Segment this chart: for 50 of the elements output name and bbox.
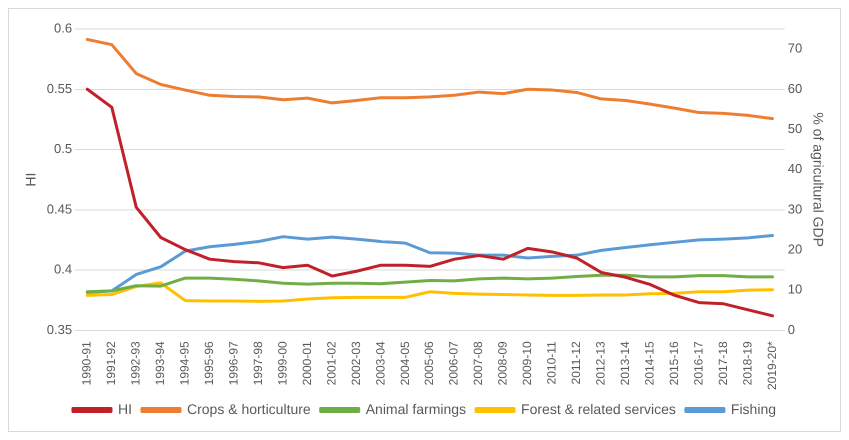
x-tick-label: 2011-12 — [569, 340, 584, 384]
x-tick-label: 1993-94 — [153, 340, 168, 386]
y-tick-label: 0.55 — [46, 80, 72, 96]
legend-label: HI — [118, 400, 132, 417]
y2-tick-label: 10 — [788, 282, 802, 297]
x-tick-label: 2003-04 — [373, 340, 388, 386]
x-tick-label: 1997-98 — [250, 340, 265, 386]
x-tick-label: 2004-05 — [398, 340, 412, 386]
x-tick-label: 2008-09 — [496, 340, 510, 386]
legend-label: Forest & related services — [521, 400, 676, 417]
y2-axis-title: % of agricultural GDP — [810, 112, 827, 247]
x-tick-label: 2017-18 — [716, 340, 730, 386]
y-axis-title: HI — [22, 172, 38, 187]
y-tick-label: 0.4 — [54, 262, 72, 277]
x-tick-label: 2010-11 — [544, 340, 559, 384]
y-tick-label: 0.45 — [46, 201, 72, 216]
legend-label: Animal farmings — [366, 400, 466, 417]
legend-label: Fishing — [730, 400, 776, 417]
y2-tick-label: 60 — [788, 80, 802, 96]
y2-tick-label: 0 — [788, 322, 795, 337]
x-tick-label: 2016-17 — [691, 340, 706, 386]
x-tick-label: 2009-10 — [520, 340, 534, 386]
x-tick-label: 2006-07 — [446, 340, 461, 386]
x-tick-label: 2018-19 — [740, 340, 754, 386]
legend-label: Crops & horticulture — [186, 400, 311, 417]
y2-tick-label: 70 — [788, 40, 802, 56]
x-tick-label: 2000-01 — [300, 340, 314, 386]
y2-tick-label: 30 — [788, 201, 802, 216]
x-tick-label: 2019-20* — [764, 340, 779, 390]
x-tick-label: 1991-92 — [104, 340, 118, 386]
x-tick-label: 2001-02 — [324, 340, 338, 386]
y-tick-label: 0.5 — [54, 141, 72, 156]
x-tick-label: 2005-06 — [422, 340, 436, 386]
x-tick-label: 1996-97 — [226, 340, 240, 386]
x-tick-label: 2014-15 — [642, 340, 656, 386]
x-tick-label: 2002-03 — [348, 340, 363, 386]
x-tick-label: 1992-93 — [128, 340, 143, 386]
x-tick-label: 2007-08 — [471, 340, 486, 386]
x-tick-label: 1995-96 — [202, 340, 216, 386]
x-tick-label: 2015-16 — [666, 340, 681, 386]
y-tick-label: 0.35 — [46, 322, 72, 337]
y-tick-label: 0.6 — [54, 20, 72, 36]
x-tick-label: 1990-91 — [80, 340, 94, 386]
x-tick-label: 1999-00 — [275, 340, 290, 386]
x-tick-label: 2013-14 — [618, 340, 632, 386]
y2-tick-label: 40 — [788, 161, 802, 176]
y2-tick-label: 50 — [788, 121, 802, 136]
y2-tick-label: 20 — [788, 242, 802, 257]
x-tick-label: 2012-13 — [594, 340, 608, 386]
x-tick-label: 1994-95 — [178, 340, 192, 386]
